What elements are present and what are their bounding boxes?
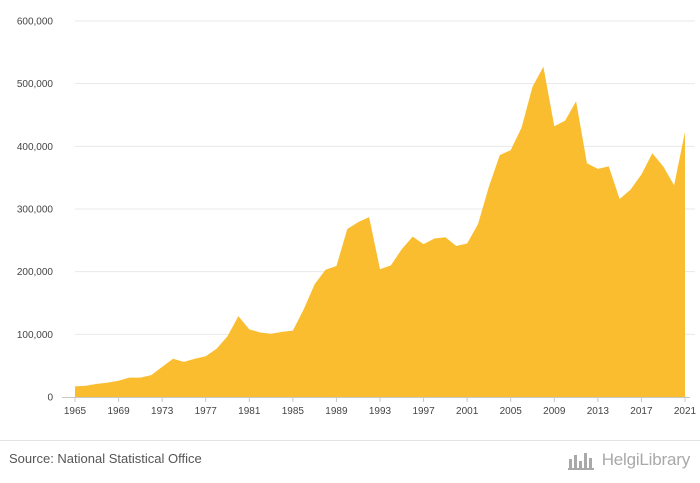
- area-series[interactable]: [75, 66, 685, 397]
- y-tick-label: 400,000: [17, 142, 54, 153]
- brand-name: HelgiLibrary: [601, 450, 691, 469]
- helgi-logo-icon: [567, 453, 594, 470]
- x-tick-label: 2017: [630, 406, 653, 417]
- x-tick-label: 1981: [238, 406, 261, 417]
- y-tick-label: 500,000: [17, 79, 54, 90]
- x-tick-label: 1977: [195, 406, 218, 417]
- x-tick-label: 1965: [64, 406, 87, 417]
- x-tick-label: 2009: [543, 406, 566, 417]
- x-tick-label: 2021: [674, 406, 697, 417]
- chart-footer: Source: National Statistical Office Helg…: [0, 440, 700, 483]
- x-tick-label: 1985: [282, 406, 305, 417]
- x-tick-label: 2013: [587, 406, 610, 417]
- x-tick-label: 1989: [325, 406, 348, 417]
- y-tick-label: 600,000: [17, 17, 54, 28]
- y-tick-label: 300,000: [17, 205, 54, 216]
- source-note: Source: National Statistical Office: [9, 451, 202, 466]
- brand-link[interactable]: HelgiLibrary: [567, 447, 691, 473]
- area-chart: 0 100,000 200,000 300,000 400,000 500,000 600,…: [17, 17, 697, 418]
- x-tick-label: 1969: [107, 406, 130, 417]
- y-tick-label: 100,000: [17, 330, 54, 341]
- x-tick-label: 1997: [412, 406, 435, 417]
- x-tick-label: 2001: [456, 406, 479, 417]
- x-tick-label: 2005: [500, 406, 523, 417]
- x-tick-label: 1973: [151, 406, 174, 417]
- x-tick-label: 1993: [369, 406, 392, 417]
- y-tick-label: 0: [47, 393, 53, 404]
- y-tick-label: 200,000: [17, 267, 54, 278]
